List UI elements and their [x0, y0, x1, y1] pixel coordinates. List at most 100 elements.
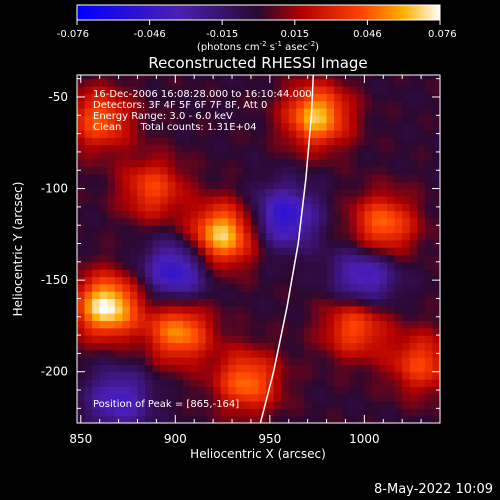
heatmap-cell [432, 371, 440, 380]
heatmap-cell [402, 320, 411, 329]
heatmap-cell [182, 357, 192, 365]
heatmap-cell [243, 364, 252, 373]
heatmap-cell [228, 195, 237, 204]
heatmap-cell [77, 217, 86, 226]
heatmap-cell [371, 371, 381, 380]
heatmap-cell [145, 210, 154, 219]
heatmap-cell [220, 129, 229, 138]
heatmap-cell [152, 408, 161, 417]
heatmap-cell [417, 195, 426, 204]
heatmap-cell [145, 166, 154, 175]
heatmap-cell [228, 335, 237, 344]
heatmap-cell [296, 283, 305, 292]
heatmap-cell [205, 129, 214, 138]
heatmap-cell [235, 210, 244, 219]
heatmap-cell [364, 195, 373, 204]
heatmap-cell [77, 239, 86, 248]
heatmap-cell [220, 269, 229, 278]
heatmap-cell [107, 75, 116, 80]
heatmap-cell [114, 144, 123, 153]
heatmap-cell [198, 364, 207, 373]
heatmap-cell [167, 173, 176, 182]
heatmap-cell [288, 298, 297, 307]
heatmap-cell [84, 188, 93, 197]
heatmap-cell [311, 225, 320, 234]
heatmap-cell [424, 129, 434, 138]
heatmap-cell [394, 144, 403, 153]
heatmap-cell [281, 291, 290, 300]
heatmap-cell [220, 313, 229, 322]
heatmap-cell [417, 188, 426, 197]
heatmap-cell [77, 115, 86, 124]
heatmap-cell [213, 335, 222, 344]
heatmap-cell [424, 225, 434, 234]
heatmap-cell [129, 166, 139, 175]
heatmap-cell [220, 254, 229, 263]
heatmap-cell [341, 129, 350, 138]
heatmap-cell [137, 298, 146, 307]
heatmap-cell [424, 107, 434, 116]
heatmap-cell [160, 386, 169, 395]
heatmap-cell [250, 342, 260, 351]
heatmap-cell [349, 408, 358, 417]
heatmap-cell [84, 371, 93, 380]
heatmap-cell [341, 115, 350, 124]
heatmap-cell [190, 188, 199, 197]
heatmap-cell [281, 269, 290, 278]
heatmap-cell [228, 85, 237, 94]
heatmap-cell [341, 357, 350, 365]
heatmap-cell [137, 225, 146, 234]
heatmap-cell [122, 173, 131, 182]
heatmap-cell [228, 276, 237, 285]
heatmap-cell [235, 408, 244, 417]
heatmap-cell [235, 254, 244, 263]
heatmap-cell [175, 401, 184, 409]
heatmap-cell [349, 173, 358, 182]
heatmap-cell [152, 327, 161, 336]
heatmap-cell [303, 305, 313, 314]
heatmap-cell [424, 100, 434, 109]
heatmap-cell [402, 100, 411, 109]
heatmap-cell [152, 320, 161, 329]
heatmap-cell [182, 166, 192, 175]
heatmap-cell [205, 115, 214, 124]
heatmap-cell [92, 78, 101, 87]
heatmap-cell [84, 75, 93, 80]
heatmap-cell [228, 261, 237, 270]
heatmap-cell [281, 203, 290, 212]
heatmap-cell [364, 415, 373, 423]
heatmap-cell [92, 122, 101, 131]
heatmap-cell [182, 261, 192, 270]
heatmap-cell [84, 269, 93, 278]
heatmap-cell [349, 181, 358, 190]
heatmap-cell [107, 78, 116, 87]
heatmap-cell [243, 269, 252, 278]
heatmap-cell [152, 78, 161, 87]
heatmap-cell [371, 166, 381, 175]
heatmap-cell [319, 232, 328, 241]
heatmap-cell [273, 364, 282, 373]
heatmap-cell [160, 159, 169, 168]
heatmap-cell [281, 225, 290, 234]
heatmap-cell [175, 93, 184, 102]
heatmap-cell [145, 357, 154, 365]
heatmap-cell [198, 335, 207, 344]
heatmap-cell [175, 137, 184, 146]
heatmap-cell [84, 232, 93, 241]
heatmap-cell [220, 371, 229, 380]
heatmap-cell [99, 239, 108, 248]
heatmap-cell [303, 269, 313, 278]
heatmap-cell [364, 254, 373, 263]
heatmap-cell [432, 269, 440, 278]
heatmap-cell [182, 181, 192, 190]
heatmap-cell [387, 188, 396, 197]
heatmap-cell [160, 364, 169, 373]
heatmap-cell [220, 247, 229, 256]
colorbar-tick-label: 0.046 [353, 29, 382, 40]
heatmap-cell [417, 408, 426, 417]
heatmap-cell [228, 269, 237, 278]
heatmap-cell [281, 276, 290, 285]
heatmap-cell [288, 195, 297, 204]
heatmap-cell [424, 239, 434, 248]
